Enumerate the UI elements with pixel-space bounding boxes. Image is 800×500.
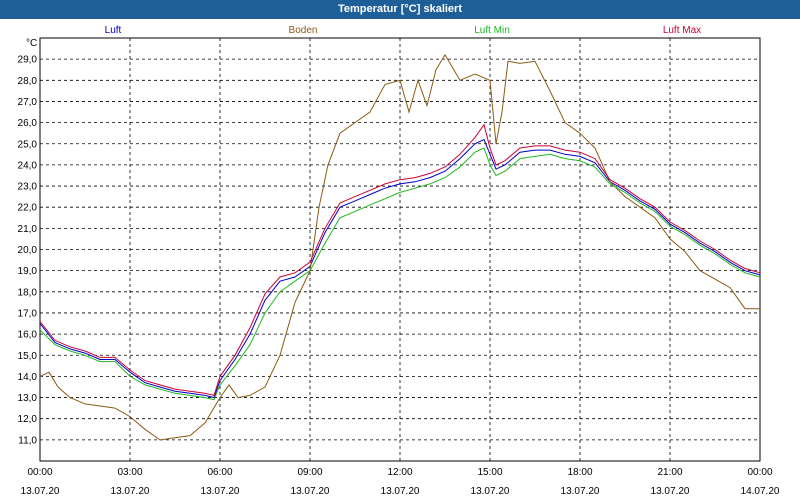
y-tick-label: 21,0 bbox=[18, 224, 38, 235]
y-tick-label: 14,0 bbox=[18, 372, 38, 383]
y-tick-label: 12,0 bbox=[18, 414, 38, 425]
series-line-luft-min bbox=[39, 147, 761, 401]
x-tick-date: 13.07.20 bbox=[651, 486, 690, 497]
x-tick-date: 13.07.20 bbox=[381, 486, 420, 497]
x-tick-date: 13.07.20 bbox=[291, 486, 330, 497]
y-tick-label: 19,0 bbox=[18, 266, 38, 277]
x-tick-time: 15:00 bbox=[477, 467, 502, 478]
y-tick-label: 25,0 bbox=[18, 139, 38, 150]
series-line-luft-max bbox=[39, 123, 761, 396]
grid bbox=[40, 38, 760, 461]
x-tick-date: 14.07.20 bbox=[741, 486, 780, 497]
x-tick-time: 18:00 bbox=[567, 467, 592, 478]
x-tick-date: 13.07.20 bbox=[471, 486, 510, 497]
x-tick-time: 00:00 bbox=[747, 467, 772, 478]
x-tick-date: 13.07.20 bbox=[201, 486, 240, 497]
x-tick-time: 06:00 bbox=[207, 467, 232, 478]
x-tick-date: 13.07.20 bbox=[561, 486, 600, 497]
x-tick-time: 21:00 bbox=[657, 467, 682, 478]
y-tick-label: 13,0 bbox=[18, 393, 38, 404]
y-tick-label: 18,0 bbox=[18, 287, 38, 298]
series-lines bbox=[39, 53, 761, 441]
y-tick-label: 11,0 bbox=[18, 435, 37, 446]
x-tick-time: 12:00 bbox=[387, 467, 412, 478]
series-line-luft bbox=[39, 138, 761, 399]
legend-entry: Boden bbox=[289, 25, 318, 36]
y-tick-label: 16,0 bbox=[18, 330, 38, 341]
y-tick-label: 27,0 bbox=[18, 97, 38, 108]
x-tick-time: 03:00 bbox=[117, 467, 142, 478]
legend-entry: Luft Min bbox=[474, 25, 510, 36]
series-line-boden bbox=[39, 53, 760, 441]
y-tick-label: 22,0 bbox=[18, 203, 38, 214]
y-tick-label: 28,0 bbox=[18, 76, 38, 87]
legend-entry: Luft Max bbox=[663, 25, 701, 36]
x-tick-date: 13.07.20 bbox=[21, 486, 60, 497]
y-tick-label: 15,0 bbox=[18, 351, 38, 362]
x-tick-time: 00:00 bbox=[27, 467, 52, 478]
y-axis: 11,0 12,0 13,0 14,0 15,0 16,0 17,0 18,0 19,0 20,0… bbox=[18, 55, 38, 447]
legend: Luft Boden Luft Min Luft Max bbox=[105, 25, 702, 36]
y-tick-label: 20,0 bbox=[18, 245, 38, 256]
plot-area bbox=[39, 37, 761, 462]
x-tick-time: 09:00 bbox=[297, 467, 322, 478]
y-axis-unit-label: °C bbox=[26, 38, 37, 49]
y-tick-label: 23,0 bbox=[18, 182, 38, 193]
y-tick-label: 17,0 bbox=[18, 308, 38, 319]
temperature-chart: Luft Boden Luft Min Luft Max °C 11,0 12,0 13,… bbox=[18, 25, 780, 497]
y-tick-label: 26,0 bbox=[18, 118, 38, 129]
chart-title: Temperatur [°C] skaliert bbox=[0, 0, 800, 19]
y-tick-label: 24,0 bbox=[18, 160, 38, 171]
y-tick-label: 29,0 bbox=[18, 55, 38, 66]
legend-entry: Luft bbox=[105, 25, 122, 36]
x-axis: 00:00 13.07.20 03:00 13.07.20 06:00 13.07.20 0… bbox=[21, 467, 780, 497]
x-tick-date: 13.07.20 bbox=[111, 486, 150, 497]
